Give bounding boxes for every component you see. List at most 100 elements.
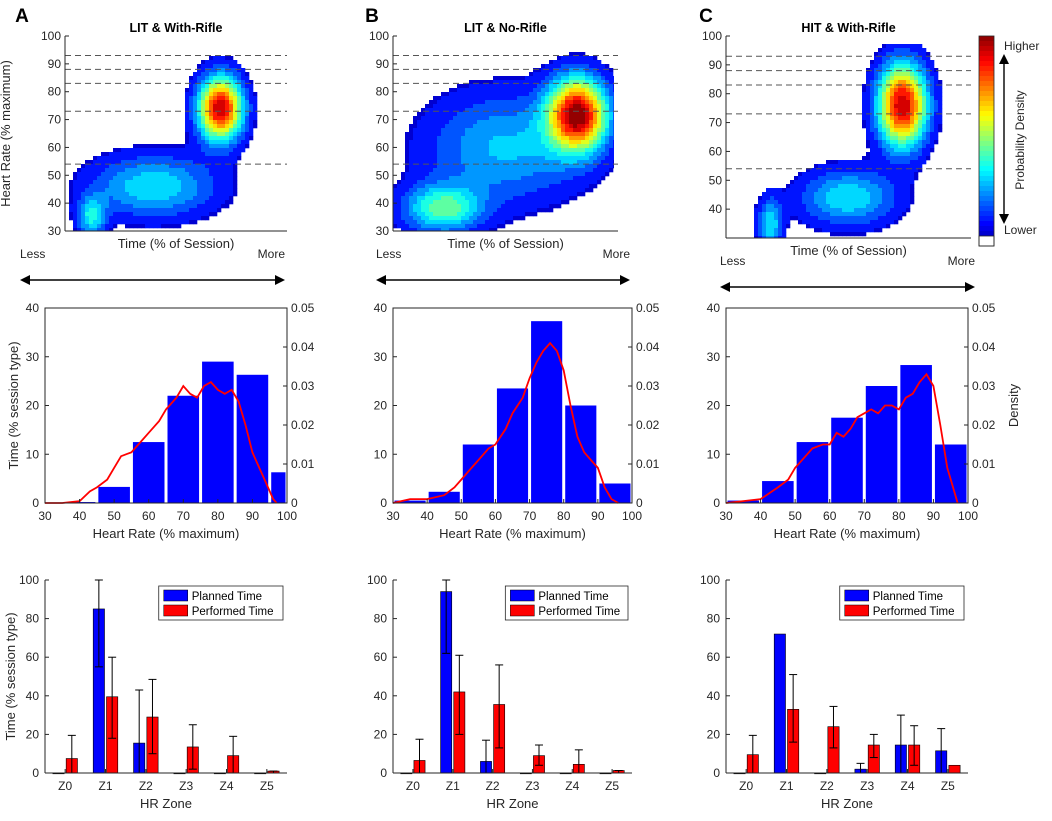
density-cell — [609, 124, 614, 129]
arrow-head-right — [275, 275, 285, 285]
density-cell — [129, 204, 134, 209]
density-cell — [421, 188, 426, 193]
density-cell — [890, 120, 895, 125]
density-cell — [802, 204, 807, 209]
density-cell — [561, 64, 566, 69]
density-cell — [417, 212, 422, 217]
density-cell — [882, 152, 887, 157]
density-cell — [493, 200, 498, 205]
density-cell — [545, 188, 550, 193]
density-cell — [217, 152, 222, 157]
density-cell — [201, 188, 206, 193]
density-cell — [189, 200, 194, 205]
density-cell — [221, 56, 226, 61]
density-cell — [433, 128, 438, 133]
density-cell — [201, 148, 206, 153]
density-cell — [101, 200, 106, 205]
density-cell — [465, 124, 470, 129]
density-cell — [145, 216, 150, 221]
density-cell — [413, 176, 418, 181]
density-cell — [894, 212, 899, 217]
density-cell — [437, 120, 442, 125]
density-cell — [874, 192, 879, 197]
density-cell — [253, 104, 258, 109]
density-cell — [181, 196, 186, 201]
density-cell — [894, 120, 899, 125]
density-cell — [830, 192, 835, 197]
density-cell — [409, 180, 414, 185]
density-cell — [97, 228, 102, 231]
density-cell — [890, 128, 895, 133]
density-cell — [453, 192, 458, 197]
density-cell — [529, 120, 534, 125]
density-cell — [521, 176, 526, 181]
density-cell — [521, 112, 526, 117]
density-cell — [826, 228, 831, 233]
density-cell — [581, 136, 586, 141]
density-cell — [537, 184, 542, 189]
density-cell — [245, 104, 250, 109]
density-cell — [481, 152, 486, 157]
density-cell — [501, 192, 506, 197]
density-cell — [157, 212, 162, 217]
density-cell — [201, 180, 206, 185]
density-cell — [433, 156, 438, 161]
density-cell — [193, 76, 198, 81]
density-cell — [125, 180, 130, 185]
density-cell — [493, 136, 498, 141]
hist-y-tick-label: 40 — [26, 301, 40, 315]
density-cell — [541, 188, 546, 193]
density-cell — [241, 144, 246, 149]
density-cell — [870, 88, 875, 93]
density-cell — [902, 120, 907, 125]
density-cell — [237, 120, 242, 125]
density-cell — [585, 156, 590, 161]
density-cell — [445, 156, 450, 161]
density-cell — [581, 56, 586, 61]
density-cell — [533, 168, 538, 173]
density-cell — [842, 192, 847, 197]
density-cell — [153, 172, 158, 177]
density-cell — [565, 100, 570, 105]
density-cell — [409, 176, 414, 181]
density-cell — [830, 212, 835, 217]
density-cell — [537, 200, 542, 205]
density-cell — [890, 212, 895, 217]
density-cell — [413, 192, 418, 197]
density-cell — [425, 148, 430, 153]
density-cell — [233, 172, 238, 177]
density-cell — [109, 204, 114, 209]
density-cell — [221, 152, 226, 157]
density-cell — [205, 80, 210, 85]
density-cell — [553, 116, 558, 121]
density-cell — [862, 232, 867, 237]
density-cell — [874, 200, 879, 205]
density-cell — [850, 232, 855, 237]
density-cell — [169, 164, 174, 169]
density-cell — [910, 44, 915, 45]
colorbar-frame — [978, 35, 995, 247]
density-cell — [205, 144, 210, 149]
density-cell — [529, 140, 534, 145]
density-cell — [129, 212, 134, 217]
density-cell — [217, 180, 222, 185]
density-cell — [509, 84, 514, 89]
density-cell — [485, 148, 490, 153]
density-cell — [401, 224, 406, 229]
density-cell — [417, 180, 422, 185]
density-cell — [509, 132, 514, 137]
density-cell — [73, 212, 78, 217]
density-cell — [461, 228, 466, 231]
density-cell — [914, 120, 919, 125]
density-cell — [778, 220, 783, 225]
density-cell — [918, 44, 923, 49]
density-cell — [437, 176, 442, 181]
density-cell — [497, 172, 502, 177]
density-cell — [902, 160, 907, 165]
density-cell — [902, 104, 907, 109]
density-cell — [473, 208, 478, 213]
density-cell — [125, 188, 130, 193]
density-cell — [201, 84, 206, 89]
density-cell — [553, 108, 558, 113]
